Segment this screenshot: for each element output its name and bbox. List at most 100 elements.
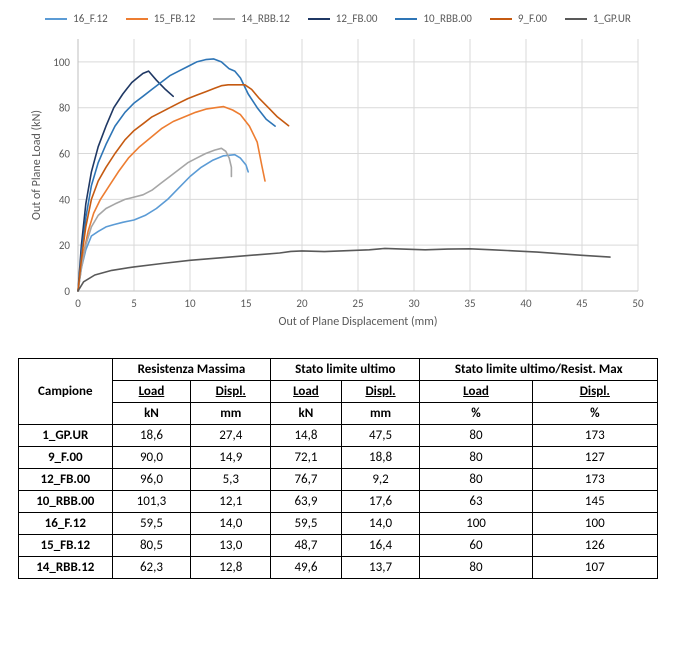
legend-item: 9_F.00 [490,12,547,25]
cell: 96,0 [112,469,191,491]
unit-kn-2: kN [271,403,341,425]
svg-text:Out of Plane Displacement (mm): Out of Plane Displacement (mm) [279,315,438,329]
table-row: 16_F.1259,514,059,514,0100100 [19,513,658,535]
grp-slu: Stato limite ultimo [271,359,420,381]
cell: 17,6 [341,491,420,513]
legend-label: 9_F.00 [518,12,547,25]
cell: 18,8 [341,447,420,469]
col-campione: Campione [19,359,113,425]
svg-text:40: 40 [59,193,71,206]
cell: 80 [420,557,532,579]
legend-item: 12_FB.00 [308,12,378,25]
unit-pct-1: % [420,403,532,425]
cell: 59,5 [112,513,191,535]
cell: 80 [420,425,532,447]
unit-kn-1: kN [112,403,191,425]
svg-text:50: 50 [632,297,644,310]
table-header-row-2: Load Displ. Load Displ. Load Displ. [19,381,658,403]
cell: 80 [420,469,532,491]
cell: 173 [532,469,657,491]
cell: 80,5 [112,535,191,557]
legend-item: 15_FB.12 [126,12,196,25]
legend-swatch [213,18,235,20]
sub-displ-2: Displ. [341,381,420,403]
cell: 63,9 [271,491,341,513]
row-name: 1_GP.UR [19,425,113,447]
sub-load-3: Load [420,381,532,403]
sub-load-1: Load [112,381,191,403]
legend-label: 1_GP.UR [593,12,631,25]
table-row: 10_RBB.00101,312,163,917,663145 [19,491,658,513]
cell: 126 [532,535,657,557]
cell: 173 [532,425,657,447]
cell: 62,3 [112,557,191,579]
svg-text:0: 0 [75,297,81,310]
cell: 59,5 [271,513,341,535]
sub-displ-3: Displ. [532,381,657,403]
table-row: 15_FB.1280,513,048,716,460126 [19,535,658,557]
cell: 14,0 [191,513,271,535]
table-row: 12_FB.0096,05,376,79,280173 [19,469,658,491]
svg-text:40: 40 [520,297,532,310]
cell: 14,9 [191,447,271,469]
cell: 27,4 [191,425,271,447]
table-header-row-1: Campione Resistenza Massima Stato limite… [19,359,658,381]
legend-swatch [45,18,67,20]
legend-item: 10_RBB.00 [395,12,472,25]
legend-label: 14_RBB.12 [241,12,290,25]
cell: 100 [420,513,532,535]
cell: 100 [532,513,657,535]
legend-item: 14_RBB.12 [213,12,290,25]
svg-text:0: 0 [64,285,70,298]
table-row: 9_F.0090,014,972,118,880127 [19,447,658,469]
cell: 76,7 [271,469,341,491]
svg-text:10: 10 [184,297,196,310]
legend-swatch [565,18,587,20]
cell: 101,3 [112,491,191,513]
cell: 14,0 [341,513,420,535]
cell: 12,1 [191,491,271,513]
cell: 13,7 [341,557,420,579]
svg-text:45: 45 [576,297,587,310]
results-table: Campione Resistenza Massima Stato limite… [18,358,658,579]
load-displacement-chart: 16_F.12 15_FB.12 14_RBB.12 12_FB.00 10_RBB.0… [18,8,658,338]
row-name: 16_F.12 [19,513,113,535]
svg-text:80: 80 [59,102,71,115]
legend-label: 16_F.12 [73,12,108,25]
sub-displ-1: Displ. [191,381,271,403]
cell: 18,6 [112,425,191,447]
legend-label: 10_RBB.00 [423,12,472,25]
cell: 5,3 [191,469,271,491]
legend-swatch [490,18,512,20]
sub-load-2: Load [271,381,341,403]
row-name: 10_RBB.00 [19,491,113,513]
svg-text:20: 20 [296,297,308,310]
row-name: 15_FB.12 [19,535,113,557]
legend-swatch [308,18,330,20]
legend-swatch [395,18,417,20]
unit-pct-2: % [532,403,657,425]
cell: 63 [420,491,532,513]
svg-text:15: 15 [240,297,251,310]
cell: 12,8 [191,557,271,579]
legend-label: 12_FB.00 [336,12,378,25]
unit-mm-2: mm [341,403,420,425]
legend-label: 15_FB.12 [154,12,196,25]
legend-item: 16_F.12 [45,12,108,25]
svg-text:Out of Plane Load (kN): Out of Plane Load (kN) [30,110,44,220]
chart-svg: 02040608010005101520253035404550Out of P… [18,31,658,331]
cell: 13,0 [191,535,271,557]
svg-text:30: 30 [408,297,420,310]
grp-ratio: Stato limite ultimo/Resist. Max [420,359,658,381]
grp-resistenza: Resistenza Massima [112,359,271,381]
row-name: 9_F.00 [19,447,113,469]
cell: 145 [532,491,657,513]
cell: 90,0 [112,447,191,469]
cell: 47,5 [341,425,420,447]
svg-text:5: 5 [131,297,137,310]
svg-text:35: 35 [464,297,475,310]
table-row: 14_RBB.1262,312,849,613,780107 [19,557,658,579]
cell: 48,7 [271,535,341,557]
legend-item: 1_GP.UR [565,12,631,25]
row-name: 12_FB.00 [19,469,113,491]
